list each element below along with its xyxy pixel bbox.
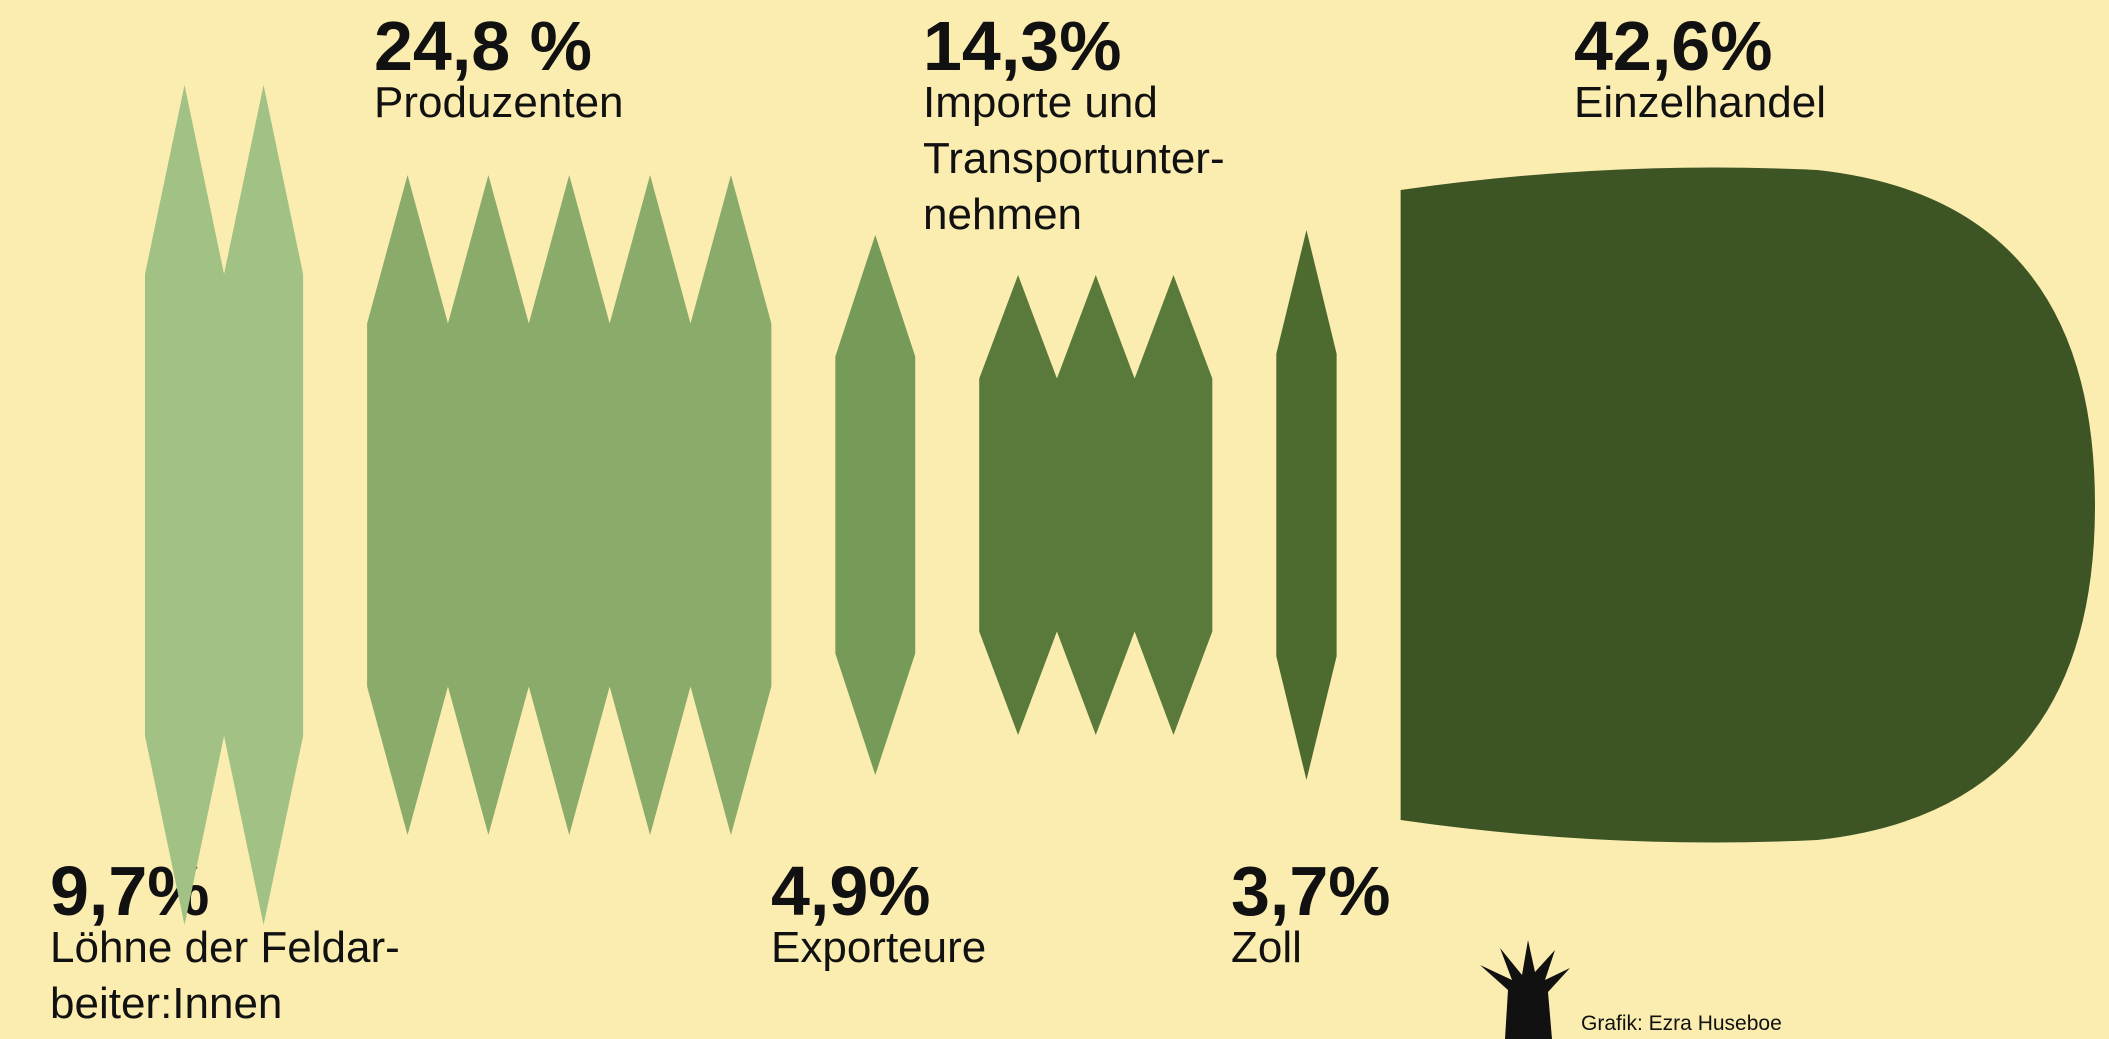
category-label: Importe und Transportunter-nehmen [923,78,1225,239]
category-label: Löhne der Feldar-beiter:Innen [50,923,400,1028]
credit: Grafik: Ezra Huseboe [1581,1012,1782,1035]
segment [1400,167,2095,843]
category-label: Exporteure [771,923,986,972]
segment [835,235,916,775]
value-label: 14,3% [923,7,1121,85]
pineapple-icon [1480,940,1570,1039]
category-label: Einzelhandel [1574,78,1826,127]
segment [979,275,1213,735]
category-label: Produzenten [374,78,624,127]
category-label: Zoll [1231,923,1302,972]
value-label: 42,6% [1574,7,1772,85]
segment [145,85,304,925]
segment [1276,230,1337,780]
value-label: 24,8 % [374,7,592,85]
value-label: 3,7% [1231,852,1391,930]
segments [145,85,2095,925]
segment [367,175,772,835]
value-label: 4,9% [771,852,931,930]
